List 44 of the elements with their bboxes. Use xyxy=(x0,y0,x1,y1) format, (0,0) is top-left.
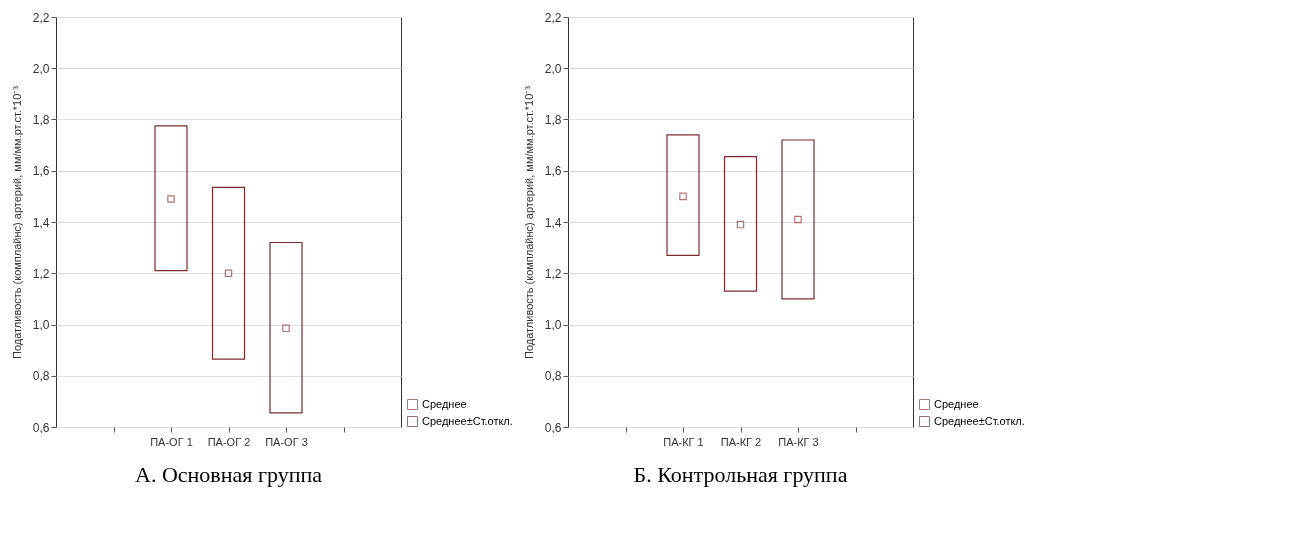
y-tick-label: 1,8 xyxy=(32,113,50,127)
x-tick-label: ПА-ОГ 3 xyxy=(265,435,308,448)
y-tick-label: 0,6 xyxy=(544,420,562,435)
y-tick-label: 0,8 xyxy=(32,369,50,384)
y-tick-label: 2,0 xyxy=(32,61,50,76)
bar xyxy=(211,186,246,360)
text: Б. Контрольная группа xyxy=(633,462,848,487)
legend-label: Среднее±Ст.откл. xyxy=(422,414,513,427)
legend-label: Среднее xyxy=(934,397,979,410)
y-tick-label: 2,0 xyxy=(544,61,562,76)
y-tick-label: 0,6 xyxy=(32,420,50,435)
y-tick-label: 1,4 xyxy=(32,215,50,230)
x-tick-label: ПА-ОГ 2 xyxy=(207,435,251,448)
bar xyxy=(723,156,758,292)
point xyxy=(282,324,290,333)
bar xyxy=(781,139,815,300)
text: А. Основная группа xyxy=(135,462,323,487)
bar xyxy=(154,125,188,272)
x-tick-label: ПА-КГ 1 xyxy=(663,435,704,448)
y-axis-title: Податливость (комплайнс) артерий, мм/мм.рт.ст.*10⁻³ xyxy=(522,85,535,360)
point xyxy=(736,220,745,229)
y-tick-label: 2,2 xyxy=(544,10,562,25)
y-tick-label: 2,2 xyxy=(32,10,50,25)
y-tick-label: 1,2 xyxy=(32,266,50,281)
point xyxy=(224,269,233,278)
point xyxy=(679,192,687,201)
y-tick-label: 0,8 xyxy=(544,369,562,384)
y-tick-label: 1,6 xyxy=(32,164,50,179)
y-tick-label: 1,8 xyxy=(544,113,562,127)
point xyxy=(167,195,175,203)
y-tick-label: 1,6 xyxy=(544,164,562,179)
x-tick-label: ПА-КГ 3 xyxy=(778,435,819,448)
legend-label: Среднее xyxy=(422,397,467,410)
bar xyxy=(269,241,303,414)
y-tick-label: 1,0 xyxy=(544,318,562,332)
bar xyxy=(666,134,700,256)
legend-label: Среднее±Ст.откл. xyxy=(934,414,1025,427)
point xyxy=(794,215,802,224)
x-tick-label: ПА-ОГ 1 xyxy=(150,435,193,448)
y-axis-title: Податливость (комплайнс) артерий, мм/мм.рт.ст.*10⁻³ xyxy=(10,85,23,360)
y-tick-label: 1,0 xyxy=(32,318,50,332)
y-tick-label: 1,2 xyxy=(544,266,562,281)
y-tick-label: 1,4 xyxy=(544,215,562,230)
x-tick-label: ПА-КГ 2 xyxy=(720,435,762,448)
